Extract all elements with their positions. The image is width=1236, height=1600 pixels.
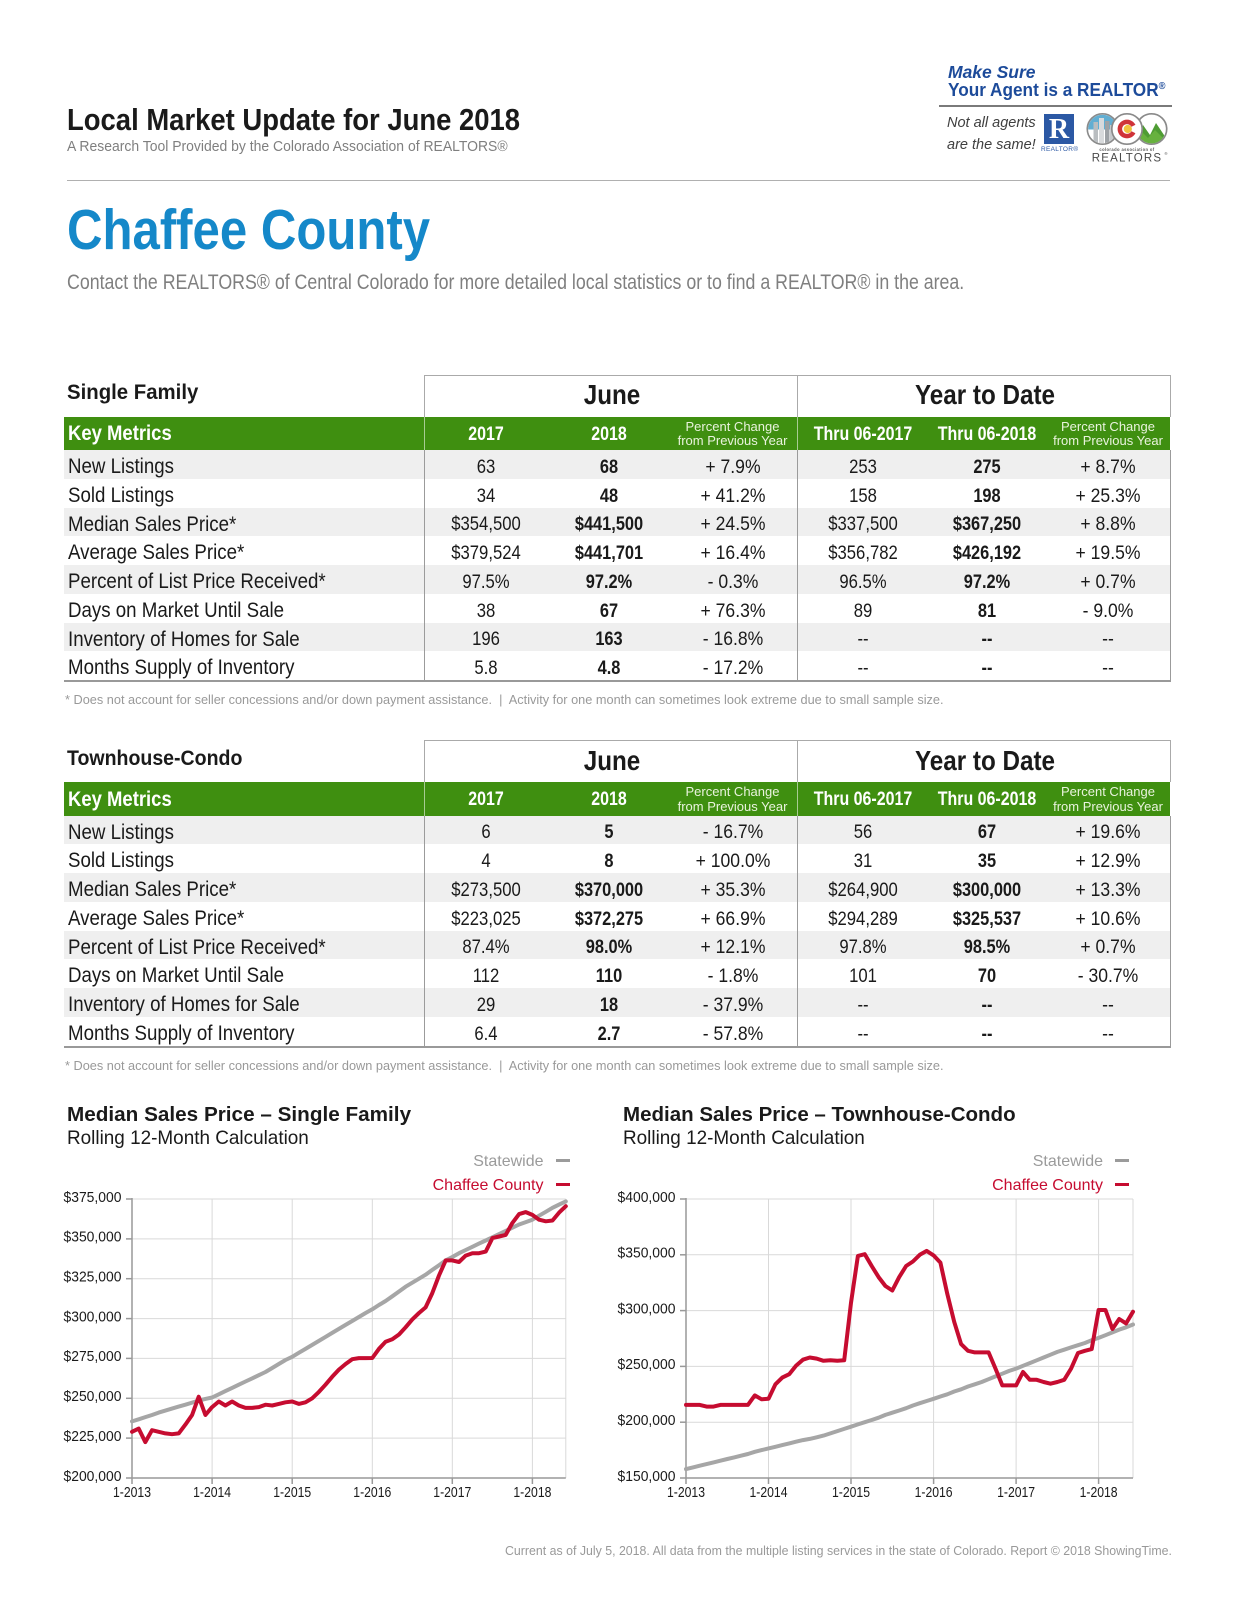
svg-text:REALTORS: REALTORS [1092,153,1163,165]
svg-text:1-2013: 1-2013 [112,1485,150,1501]
svg-text:$300,000: $300,000 [618,1301,676,1317]
svg-text:1-2015: 1-2015 [273,1485,311,1501]
svg-text:1-2016: 1-2016 [915,1485,953,1501]
svg-text:1-2015: 1-2015 [832,1485,870,1501]
svg-text:colorado association of: colorado association of [1099,147,1154,152]
svg-text:1-2016: 1-2016 [353,1485,391,1501]
svg-text:$200,000: $200,000 [63,1469,121,1485]
svg-text:1-2017: 1-2017 [997,1485,1035,1501]
svg-text:$300,000: $300,000 [63,1309,121,1325]
svg-text:1-2018: 1-2018 [513,1485,551,1501]
svg-text:$250,000: $250,000 [63,1389,121,1405]
svg-text:1-2014: 1-2014 [750,1485,788,1501]
svg-text:$150,000: $150,000 [618,1469,676,1485]
svg-text:1-2014: 1-2014 [193,1485,231,1501]
svg-text:$225,000: $225,000 [63,1429,121,1445]
svg-text:$200,000: $200,000 [618,1413,676,1429]
svg-text:®: ® [1165,151,1168,156]
svg-text:$350,000: $350,000 [618,1246,676,1262]
svg-text:$375,000: $375,000 [63,1190,121,1206]
svg-text:$400,000: $400,000 [618,1190,676,1206]
svg-text:1-2018: 1-2018 [1080,1485,1118,1501]
svg-text:$325,000: $325,000 [63,1270,121,1286]
svg-text:$350,000: $350,000 [63,1230,121,1246]
svg-text:$275,000: $275,000 [63,1349,121,1365]
svg-text:$250,000: $250,000 [618,1357,676,1373]
svg-text:1-2013: 1-2013 [667,1485,705,1501]
svg-text:1-2017: 1-2017 [433,1485,471,1501]
